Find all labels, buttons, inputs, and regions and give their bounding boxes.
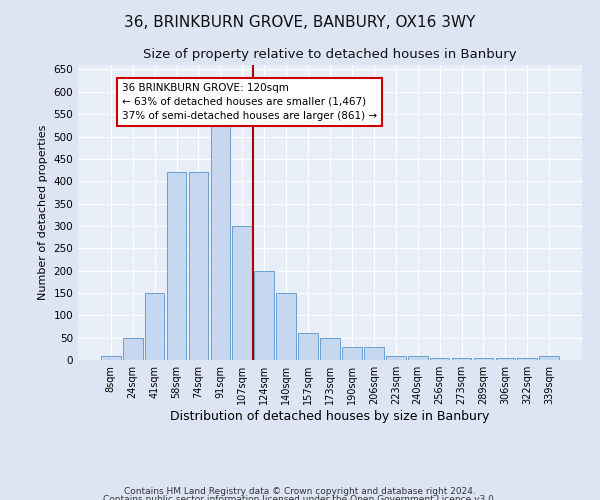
Bar (145, 293, 164, 360)
Bar (188, 172, 208, 360)
Text: 36 BRINKBURN GROVE: 120sqm
← 63% of detached houses are smaller (1,467)
37% of s: 36 BRINKBURN GROVE: 120sqm ← 63% of deta… (122, 83, 377, 121)
Bar (276, 293, 296, 360)
Bar (167, 172, 187, 360)
Bar (473, 358, 493, 360)
Bar (539, 356, 559, 360)
Y-axis label: Number of detached properties: Number of detached properties (38, 125, 48, 300)
Text: 36, BRINKBURN GROVE, BANBURY, OX16 3WY: 36, BRINKBURN GROVE, BANBURY, OX16 3WY (124, 15, 476, 30)
Title: Size of property relative to detached houses in Banbury: Size of property relative to detached ho… (143, 48, 517, 61)
Bar (430, 358, 449, 360)
Text: Contains public sector information licensed under the Open Government Licence v3: Contains public sector information licen… (103, 495, 497, 500)
Bar (232, 226, 252, 360)
Bar (320, 338, 340, 360)
Bar (298, 333, 318, 360)
Bar (364, 346, 384, 360)
Bar (101, 356, 121, 360)
Bar (211, 123, 230, 360)
Text: Contains HM Land Registry data © Crown copyright and database right 2024.: Contains HM Land Registry data © Crown c… (124, 488, 476, 496)
Bar (386, 356, 406, 360)
Bar (496, 358, 515, 360)
Bar (452, 358, 472, 360)
Bar (342, 346, 362, 360)
Bar (408, 356, 428, 360)
X-axis label: Distribution of detached houses by size in Banbury: Distribution of detached houses by size … (170, 410, 490, 423)
Bar (517, 358, 537, 360)
Bar (254, 270, 274, 360)
Bar (123, 338, 143, 360)
